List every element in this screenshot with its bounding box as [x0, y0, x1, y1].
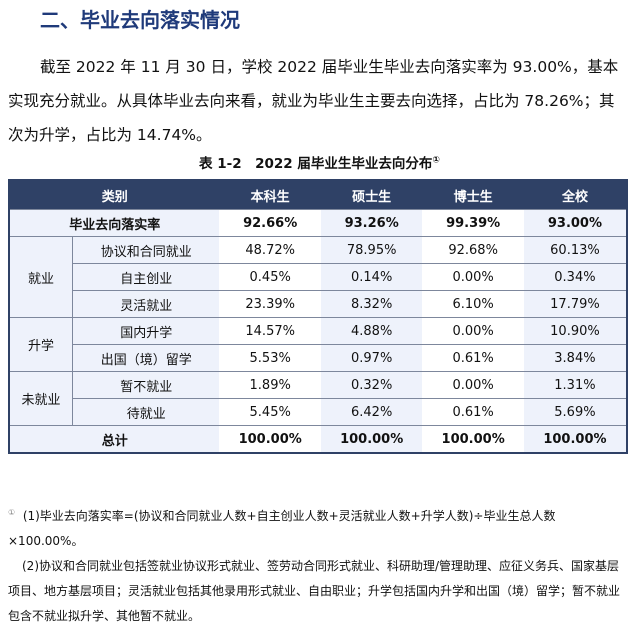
- table-cell: 14.57%: [219, 317, 321, 345]
- group-label: 未就业: [9, 371, 73, 426]
- table-cell: 0.97%: [320, 344, 423, 372]
- table-cell: 92.66%: [219, 209, 321, 237]
- row-label: 灵活就业: [72, 290, 220, 318]
- table-cell: 3.84%: [523, 344, 627, 372]
- table-cell: 0.34%: [523, 263, 627, 291]
- table-cell: 0.14%: [320, 263, 423, 291]
- table-cell: 48.72%: [219, 236, 321, 264]
- table-caption: 表 1-2 2022 届毕业生毕业去向分布①: [199, 155, 440, 173]
- table-cell: 0.00%: [422, 317, 524, 345]
- row-label: 出国（境）留学: [72, 344, 220, 372]
- row-label: 暂不就业: [72, 371, 220, 399]
- table-cell: 6.42%: [320, 398, 423, 426]
- table-cell: 100.00%: [320, 425, 423, 454]
- footnotes: ① (1)毕业去向落实率=(协议和合同就业人数+自主创业人数+灵活就业人数+升学…: [8, 508, 621, 623]
- table-cell: 0.45%: [219, 263, 321, 291]
- section-heading: 二、毕业去向落实情况: [40, 8, 240, 32]
- table-row: 灵活就业 23.39% 8.32% 6.10% 17.79%: [9, 290, 627, 318]
- table-cell: 0.61%: [422, 344, 524, 372]
- table-cell: 23.39%: [219, 290, 321, 318]
- group-label: 就业: [9, 236, 73, 318]
- row-label: 协议和合同就业: [72, 236, 220, 264]
- table-cell: 100.00%: [219, 425, 321, 454]
- table-cell: 1.89%: [219, 371, 321, 399]
- table-row: 待就业 5.45% 6.42% 0.61% 5.69%: [9, 398, 627, 426]
- table-cell: 6.10%: [422, 290, 524, 318]
- row-label: 毕业去向落实率: [9, 209, 220, 237]
- table-cell: 10.90%: [523, 317, 627, 345]
- table-cell: 0.32%: [320, 371, 423, 399]
- table-cell: 1.31%: [523, 371, 627, 399]
- table-cell: 5.45%: [219, 398, 321, 426]
- table-cell: 4.88%: [320, 317, 423, 345]
- table-cell: 100.00%: [523, 425, 627, 454]
- row-label: 待就业: [72, 398, 220, 426]
- table-cell: 5.53%: [219, 344, 321, 372]
- table-cell: 0.00%: [422, 371, 524, 399]
- table-cell: 0.61%: [422, 398, 524, 426]
- table-cell: 8.32%: [320, 290, 423, 318]
- table-cell: 17.79%: [523, 290, 627, 318]
- table-cell: 0.00%: [422, 263, 524, 291]
- table-header: 类别 本科生 硕士生 博士生 全校: [9, 180, 627, 210]
- summary-paragraph: 截至 2022 年 11 月 30 日，学校 2022 届毕业生毕业去向落实率为…: [8, 58, 619, 144]
- table-cell: 5.69%: [523, 398, 627, 426]
- table-row: 自主创业 0.45% 0.14% 0.00% 0.34%: [9, 263, 627, 291]
- table-row: 就业 协议和合同就业 48.72% 78.95% 92.68% 60.13%: [9, 236, 627, 318]
- table-cell: 100.00%: [422, 425, 524, 454]
- table-row: 未就业 暂不就业 1.89% 0.32% 0.00% 1.31%: [9, 371, 627, 426]
- table-cell: 60.13%: [523, 236, 627, 264]
- row-label: 国内升学: [72, 317, 220, 345]
- table-cell: 92.68%: [422, 236, 524, 264]
- table-cell: 99.39%: [422, 209, 524, 237]
- table-cell: 93.26%: [320, 209, 423, 237]
- table-row: 升学 国内升学 14.57% 4.88% 0.00% 10.90%: [9, 317, 627, 372]
- group-label: 升学: [9, 317, 73, 372]
- table-cell: 78.95%: [320, 236, 423, 264]
- table-row: 出国（境）留学 5.53% 0.97% 0.61% 3.84%: [9, 344, 627, 372]
- row-label: 总计: [9, 425, 220, 454]
- table-cell: 93.00%: [523, 209, 627, 237]
- destination-table: 类别 本科生 硕士生 博士生 全校 毕业去向落实率 92.66% 93.26% 99.…: [8, 179, 628, 454]
- table-row: 总计 100.00% 100.00% 100.00% 100.00%: [9, 425, 627, 454]
- row-label: 自主创业: [72, 263, 220, 291]
- table-row: 毕业去向落实率 92.66% 93.26% 99.39% 93.00%: [9, 209, 627, 237]
